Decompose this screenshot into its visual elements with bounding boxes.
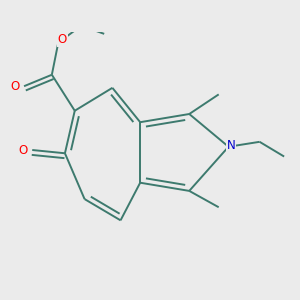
- Text: O: O: [11, 80, 20, 93]
- Text: O: O: [58, 33, 67, 46]
- Text: N: N: [226, 140, 235, 152]
- Text: O: O: [19, 143, 28, 157]
